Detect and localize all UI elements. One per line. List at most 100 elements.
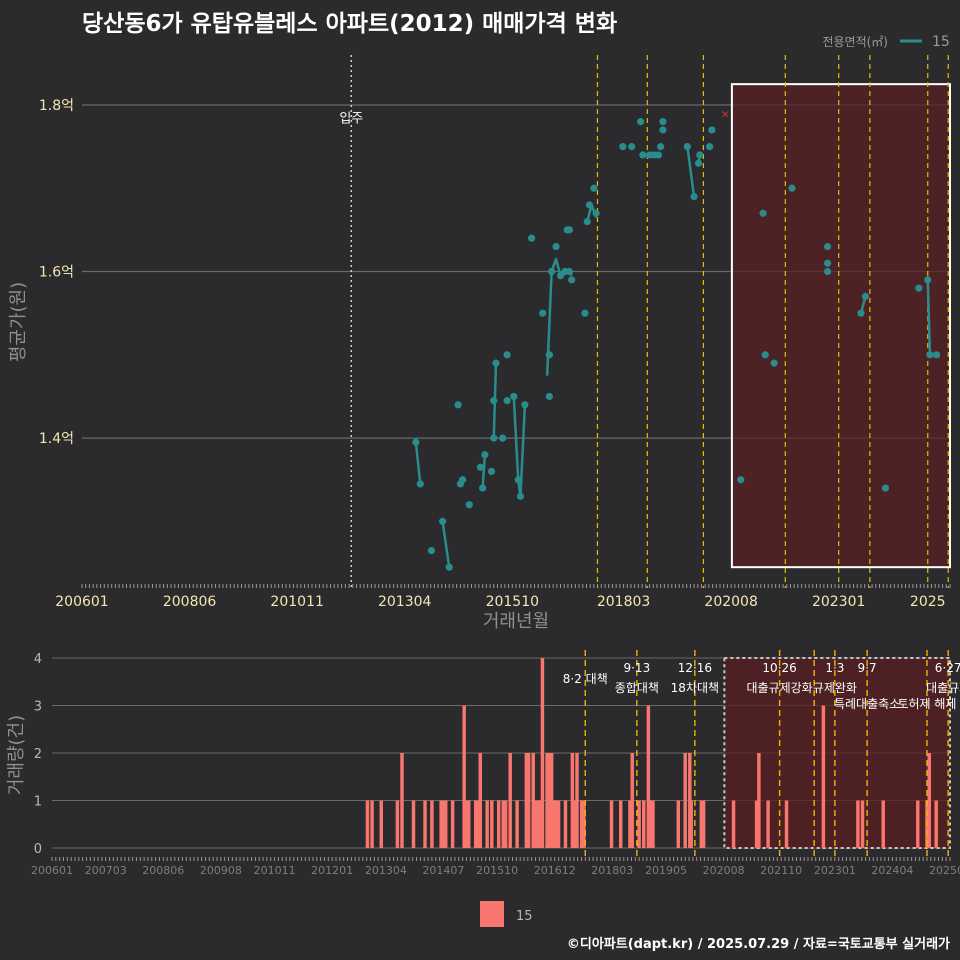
policy-label-name: 대출규제강화 bbox=[746, 681, 812, 695]
volume-bar bbox=[927, 753, 932, 848]
data-point bbox=[490, 397, 498, 405]
policy-label-name: 규제완화 bbox=[813, 681, 857, 695]
volume-bar bbox=[515, 800, 519, 848]
volume-bar bbox=[526, 753, 531, 848]
policy-label: 8·2 대책 bbox=[563, 671, 608, 686]
data-point bbox=[639, 151, 647, 159]
data-point bbox=[503, 397, 511, 405]
data-point bbox=[503, 351, 511, 359]
volume-bar bbox=[395, 800, 400, 848]
volume-bar bbox=[754, 800, 759, 848]
data-point bbox=[590, 184, 598, 192]
volume-bar bbox=[370, 800, 374, 848]
data-point bbox=[657, 143, 665, 151]
data-point bbox=[479, 484, 487, 492]
series-line-15 bbox=[512, 396, 527, 498]
policy-label-name: 18차대책 bbox=[671, 680, 719, 695]
data-point bbox=[761, 351, 769, 359]
bar-x-tick-label: 201905 bbox=[645, 864, 687, 877]
volume-bar bbox=[881, 800, 885, 848]
volume-bar bbox=[430, 800, 434, 848]
data-point bbox=[857, 309, 865, 317]
data-point bbox=[487, 467, 496, 476]
data-point bbox=[545, 351, 553, 359]
volume-bar bbox=[478, 753, 483, 848]
bar-legend-swatch bbox=[480, 901, 504, 927]
data-point bbox=[416, 480, 424, 488]
data-point bbox=[539, 309, 547, 317]
volume-bar bbox=[533, 800, 538, 848]
y-tick-label: 1.8억 bbox=[39, 98, 74, 114]
data-point bbox=[585, 201, 594, 209]
volume-bar bbox=[490, 800, 494, 848]
data-point bbox=[926, 351, 934, 359]
volume-bar bbox=[545, 753, 549, 848]
series-line-15 bbox=[686, 146, 696, 197]
data-point bbox=[924, 276, 932, 284]
volume-bar bbox=[651, 800, 655, 848]
move-in-label: 입주 bbox=[339, 112, 363, 127]
volume-bar bbox=[476, 800, 480, 848]
volume-bar bbox=[860, 800, 865, 848]
volume-bar bbox=[731, 800, 736, 848]
volume-bar bbox=[444, 800, 448, 848]
volume-bar bbox=[642, 800, 646, 848]
data-point bbox=[654, 151, 663, 159]
data-point bbox=[861, 292, 870, 301]
volume-bar bbox=[531, 753, 535, 848]
series-line-15 bbox=[441, 521, 451, 568]
policy-label-name: 대출규제 bbox=[926, 681, 960, 695]
volume-bar bbox=[689, 800, 693, 848]
volume-bar bbox=[503, 800, 508, 848]
volume-bar bbox=[423, 800, 427, 848]
volume-bar bbox=[501, 800, 506, 848]
data-point bbox=[521, 401, 529, 409]
volume-bar bbox=[473, 800, 478, 848]
volume-bar bbox=[856, 800, 860, 848]
data-point bbox=[516, 492, 525, 500]
data-point bbox=[788, 184, 796, 192]
policy-label-date: 9·13 bbox=[623, 661, 650, 675]
data-point bbox=[465, 501, 473, 509]
volume-bar bbox=[549, 753, 554, 848]
policy-label-date: 1·3 bbox=[825, 661, 844, 675]
volume-bar bbox=[699, 800, 704, 848]
volume-bar bbox=[784, 800, 789, 848]
bar-legend-label: 15 bbox=[516, 909, 533, 924]
data-point bbox=[737, 476, 745, 484]
volume-bar bbox=[766, 800, 770, 848]
volume-bar bbox=[538, 800, 542, 848]
data-point bbox=[481, 451, 489, 459]
bar-x-tick-label: 200601 bbox=[31, 864, 73, 877]
x-tick-label: 201011 bbox=[270, 594, 323, 610]
volume-bar bbox=[934, 800, 938, 848]
data-point bbox=[454, 401, 462, 409]
latest-marker: × bbox=[721, 107, 730, 120]
x-tick-label: 202301 bbox=[812, 594, 865, 610]
data-point bbox=[583, 217, 591, 226]
data-point bbox=[476, 463, 484, 471]
data-point bbox=[683, 143, 691, 151]
data-point bbox=[527, 234, 536, 242]
data-point bbox=[659, 126, 667, 134]
volume-bar bbox=[628, 800, 632, 848]
data-point bbox=[881, 484, 890, 492]
data-point bbox=[915, 284, 923, 292]
volume-bar bbox=[821, 705, 826, 848]
volume-bar bbox=[648, 800, 653, 848]
data-point bbox=[770, 359, 778, 367]
data-point bbox=[628, 143, 636, 151]
volume-bar bbox=[575, 753, 579, 848]
volume-bar bbox=[485, 800, 489, 848]
data-point bbox=[592, 209, 600, 217]
policy-label-name: 특례대출축소 bbox=[834, 697, 900, 711]
x-tick-label: 2025 bbox=[910, 594, 946, 610]
bar-x-tick-label: 200806 bbox=[142, 864, 184, 877]
x-tick-label: 201510 bbox=[486, 594, 539, 610]
data-point bbox=[427, 546, 436, 555]
policy-label-name: 종합대책 bbox=[615, 680, 659, 695]
volume-bar bbox=[462, 705, 466, 848]
bar-y-tick-label: 3 bbox=[34, 700, 42, 715]
chart-title: 당산동6가 유탑유블레스 아파트(2012) 매매가격 변화 bbox=[82, 11, 618, 37]
data-point bbox=[412, 438, 420, 446]
